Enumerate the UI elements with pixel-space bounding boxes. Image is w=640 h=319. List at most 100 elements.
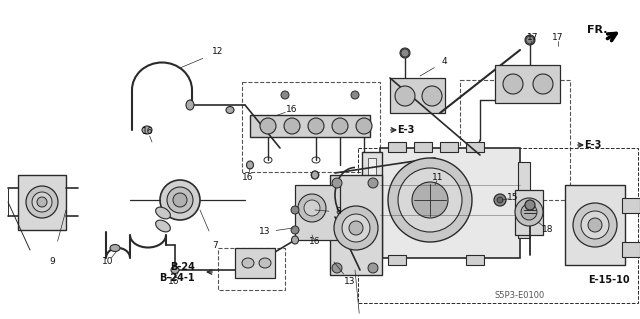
Text: B-24: B-24 (170, 262, 195, 272)
Text: 7: 7 (212, 241, 218, 249)
Circle shape (332, 178, 342, 188)
Bar (250, 115, 370, 137)
Bar (622, 242, 640, 257)
Circle shape (581, 211, 609, 239)
Text: 18: 18 (542, 226, 554, 234)
Ellipse shape (186, 100, 194, 110)
Bar (295, 185, 340, 240)
Bar (495, 65, 560, 103)
Bar (390, 78, 445, 113)
Bar (460, 80, 570, 200)
Text: 16: 16 (168, 278, 180, 286)
Circle shape (167, 187, 193, 213)
Ellipse shape (171, 266, 179, 273)
Bar (388, 255, 406, 265)
Circle shape (398, 168, 462, 232)
Text: FR.: FR. (588, 25, 608, 35)
Text: B-24-1: B-24-1 (159, 273, 195, 283)
Bar (18, 175, 66, 230)
Circle shape (26, 186, 58, 218)
Circle shape (37, 197, 47, 207)
Circle shape (332, 263, 342, 273)
Text: 16: 16 (309, 238, 321, 247)
Circle shape (349, 221, 363, 235)
Circle shape (497, 197, 503, 203)
Text: 10: 10 (102, 257, 114, 266)
Circle shape (351, 91, 359, 99)
Bar (330, 175, 382, 275)
Ellipse shape (110, 244, 120, 251)
Ellipse shape (312, 171, 319, 179)
Bar (368, 158, 376, 252)
Circle shape (291, 226, 299, 234)
Circle shape (503, 74, 523, 94)
Circle shape (160, 180, 200, 220)
Circle shape (356, 118, 372, 134)
Bar (235, 248, 275, 278)
Bar (358, 148, 638, 303)
Text: 13: 13 (344, 278, 356, 286)
Bar (440, 142, 458, 152)
Circle shape (412, 182, 448, 218)
Text: 8: 8 (335, 207, 341, 217)
Circle shape (422, 86, 442, 106)
Ellipse shape (142, 126, 152, 134)
Text: E-3: E-3 (584, 140, 602, 150)
Circle shape (573, 203, 617, 247)
Bar (380, 148, 520, 258)
Bar (218, 248, 285, 290)
Text: 13: 13 (259, 227, 271, 236)
Text: 17: 17 (552, 33, 564, 42)
Circle shape (298, 194, 326, 222)
Circle shape (368, 263, 378, 273)
Text: 16: 16 (286, 106, 298, 115)
Circle shape (525, 200, 535, 210)
Circle shape (525, 35, 535, 45)
Circle shape (515, 198, 543, 226)
Circle shape (400, 48, 410, 58)
Circle shape (281, 91, 289, 99)
Circle shape (32, 192, 52, 212)
Circle shape (311, 171, 319, 179)
Circle shape (334, 206, 378, 250)
Text: 11: 11 (432, 174, 444, 182)
Circle shape (388, 158, 472, 242)
Text: 16: 16 (243, 174, 253, 182)
Circle shape (521, 204, 537, 220)
Ellipse shape (259, 258, 271, 268)
Bar (242, 82, 380, 172)
Text: 15: 15 (508, 194, 519, 203)
Circle shape (308, 118, 324, 134)
Text: 16: 16 (142, 128, 154, 137)
Text: 12: 12 (212, 48, 224, 56)
Ellipse shape (242, 258, 254, 268)
Text: E-3: E-3 (397, 125, 415, 135)
Bar (622, 198, 640, 213)
Text: 4: 4 (441, 57, 447, 66)
Circle shape (533, 74, 553, 94)
Circle shape (260, 118, 276, 134)
Circle shape (332, 118, 348, 134)
Bar (388, 142, 406, 152)
Bar (565, 185, 625, 265)
Circle shape (494, 194, 506, 206)
Ellipse shape (246, 161, 253, 169)
Ellipse shape (156, 220, 170, 232)
Circle shape (588, 218, 602, 232)
Bar (518, 162, 530, 238)
Circle shape (304, 200, 320, 216)
Circle shape (284, 118, 300, 134)
Circle shape (173, 193, 187, 207)
Circle shape (342, 214, 370, 242)
Circle shape (368, 178, 378, 188)
Bar (515, 190, 543, 235)
Text: 9: 9 (49, 257, 55, 266)
Bar (414, 142, 432, 152)
Text: 17: 17 (527, 33, 539, 42)
Bar (466, 255, 484, 265)
Ellipse shape (156, 207, 170, 219)
Ellipse shape (226, 107, 234, 114)
Bar (362, 152, 382, 258)
Bar (466, 142, 484, 152)
Circle shape (395, 86, 415, 106)
